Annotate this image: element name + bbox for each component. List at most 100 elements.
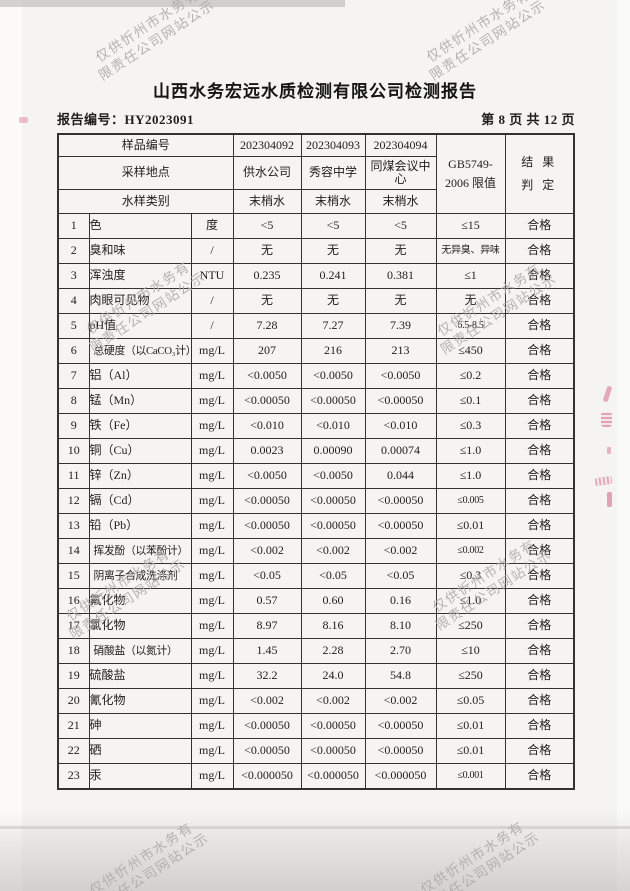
cell-item: 色 — [88, 213, 192, 239]
cell-no: 15 — [57, 563, 90, 589]
cell-limit: ≤0.3 — [435, 413, 506, 439]
cell-no: 18 — [57, 638, 90, 664]
cell-unit: mg/L — [190, 588, 234, 614]
cell-v3: <0.00050 — [364, 513, 437, 539]
cell-result: 合格 — [504, 363, 575, 389]
cell-v1: 8.97 — [232, 613, 302, 639]
cell-v2: 7.27 — [300, 313, 366, 339]
cell-result: 合格 — [504, 638, 575, 664]
cell-v2: 216 — [300, 338, 366, 364]
cell-v1: <0.002 — [232, 688, 302, 714]
header-result-label: 结 果 判 定 — [504, 133, 575, 214]
cell-item: 氰化物 — [88, 688, 192, 714]
sample-location-1: 供水公司 — [232, 156, 302, 190]
cell-result: 合格 — [504, 688, 575, 714]
cell-no: 1 — [57, 213, 90, 239]
table-row: 3 浑浊度 NTU 0.235 0.241 0.381 ≤1 合格 — [57, 263, 575, 289]
sample-type-1: 末梢水 — [232, 189, 302, 214]
table-row: 18 硝酸盐（以氮计） mg/L 1.45 2.28 2.70 ≤10 合格 — [57, 638, 575, 664]
header-row-sample-no: 样品编号 202304092 202304093 202304094 GB574… — [57, 133, 575, 214]
cell-v3: <0.05 — [364, 563, 437, 589]
cell-no: 5 — [57, 313, 90, 339]
cell-result: 合格 — [504, 338, 575, 364]
header-row-type: 水样类别 末梢水 末梢水 末梢水 — [57, 189, 574, 214]
cell-limit: ≤0.005 — [435, 488, 506, 514]
cell-no: 16 — [57, 588, 90, 614]
stamp-fragment — [602, 385, 613, 403]
cell-v3: 213 — [364, 338, 437, 364]
cell-item: 硝酸盐（以氮计） — [88, 638, 192, 664]
cell-limit: ≤15 — [435, 213, 506, 239]
cell-v1: <0.002 — [232, 538, 302, 564]
cell-v3: 0.381 — [364, 263, 437, 289]
cell-unit: / — [190, 288, 234, 314]
cell-unit: mg/L — [190, 763, 234, 790]
cell-v1: <0.00050 — [232, 738, 302, 764]
cell-v1: 0.57 — [232, 588, 302, 614]
cell-no: 22 — [57, 738, 90, 764]
cell-v2: <0.00050 — [300, 713, 366, 739]
cell-v2: <0.00050 — [300, 738, 366, 764]
cell-v2: <0.0050 — [300, 463, 366, 489]
cell-item: 挥发酚（以苯酚计） — [88, 538, 192, 564]
cell-v1: <0.010 — [232, 413, 302, 439]
scan-streak — [0, 826, 630, 829]
table-row: 23 汞 mg/L <0.000050 <0.000050 <0.000050 ≤0.001… — [57, 763, 575, 790]
header-sample-no-label: 样品编号 — [57, 133, 234, 157]
cell-v2: 无 — [300, 288, 366, 314]
limit-label-line2: 2006 限值 — [445, 176, 497, 190]
table-row: 21 砷 mg/L <0.00050 <0.00050 <0.00050 ≤0.01 合格 — [57, 713, 575, 739]
cell-no: 17 — [57, 613, 90, 639]
cell-result: 合格 — [504, 238, 575, 264]
cell-v1: 无 — [232, 288, 302, 314]
cell-v1: 32.2 — [232, 663, 302, 689]
limit-label-line1: GB5749- — [448, 156, 493, 171]
table-row: 9 铁（Fe） mg/L <0.010 <0.010 <0.010 ≤0.3 合格 — [57, 413, 575, 439]
cell-limit: ≤0.002 — [435, 538, 506, 564]
cell-item: 铝（Al） — [88, 363, 192, 389]
cell-v3: <0.010 — [364, 413, 437, 439]
cell-limit: ≤0.01 — [435, 513, 506, 539]
cell-unit: mg/L — [190, 363, 234, 389]
cell-v1: <0.00050 — [232, 388, 302, 414]
cell-v1: 7.28 — [232, 313, 302, 339]
cell-limit: ≤0.1 — [435, 388, 506, 414]
table-row: 17 氯化物 mg/L 8.97 8.16 8.10 ≤250 合格 — [57, 613, 575, 639]
cell-result: 合格 — [504, 613, 575, 639]
cell-item: 锰（Mn） — [88, 388, 192, 414]
cell-limit: ≤1.0 — [435, 588, 506, 614]
sample-number-3: 202304094 — [364, 133, 437, 157]
cell-unit: mg/L — [190, 513, 234, 539]
scan-edge-right — [617, 0, 630, 891]
cell-v1: <0.00050 — [232, 488, 302, 514]
cell-item: 肉眼可见物 — [88, 288, 192, 314]
cell-v3: 0.00074 — [364, 438, 437, 464]
table-row: 8 锰（Mn） mg/L <0.00050 <0.00050 <0.00050 ≤0.1 合格 — [57, 388, 575, 414]
cell-result: 合格 — [504, 213, 575, 239]
scan-edge-left — [0, 0, 22, 891]
table-row: 13 铅（Pb） mg/L <0.00050 <0.00050 <0.00050 ≤0.01… — [57, 513, 575, 539]
cell-no: 19 — [57, 663, 90, 689]
cell-unit: mg/L — [190, 438, 234, 464]
cell-v2: 0.241 — [300, 263, 366, 289]
cell-v1: <5 — [232, 213, 302, 239]
cell-unit: / — [190, 313, 234, 339]
cell-limit: ≤250 — [435, 613, 506, 639]
table-row: 2 臭和味 / 无无无无异臭、异味 合格 — [57, 238, 575, 264]
report-number: 报告编号：HY2023091 — [57, 112, 195, 127]
cell-v1: 0.235 — [232, 263, 302, 289]
cell-unit: mg/L — [190, 663, 234, 689]
cell-result: 合格 — [504, 538, 575, 564]
header-type-label: 水样类别 — [57, 189, 234, 214]
cell-limit: 无异臭、异味 — [435, 238, 506, 264]
cell-v3: <0.00050 — [364, 738, 437, 764]
stamp-fragment — [19, 117, 28, 123]
cell-no: 3 — [57, 263, 90, 289]
cell-v2: 2.28 — [300, 638, 366, 664]
cell-item: 浑浊度 — [88, 263, 192, 289]
cell-limit: ≤250 — [435, 663, 506, 689]
cell-v2: <5 — [300, 213, 366, 239]
cell-v3: 2.70 — [364, 638, 437, 664]
result-label-line2: 判 定 — [521, 177, 558, 192]
cell-v3: 无 — [364, 288, 437, 314]
